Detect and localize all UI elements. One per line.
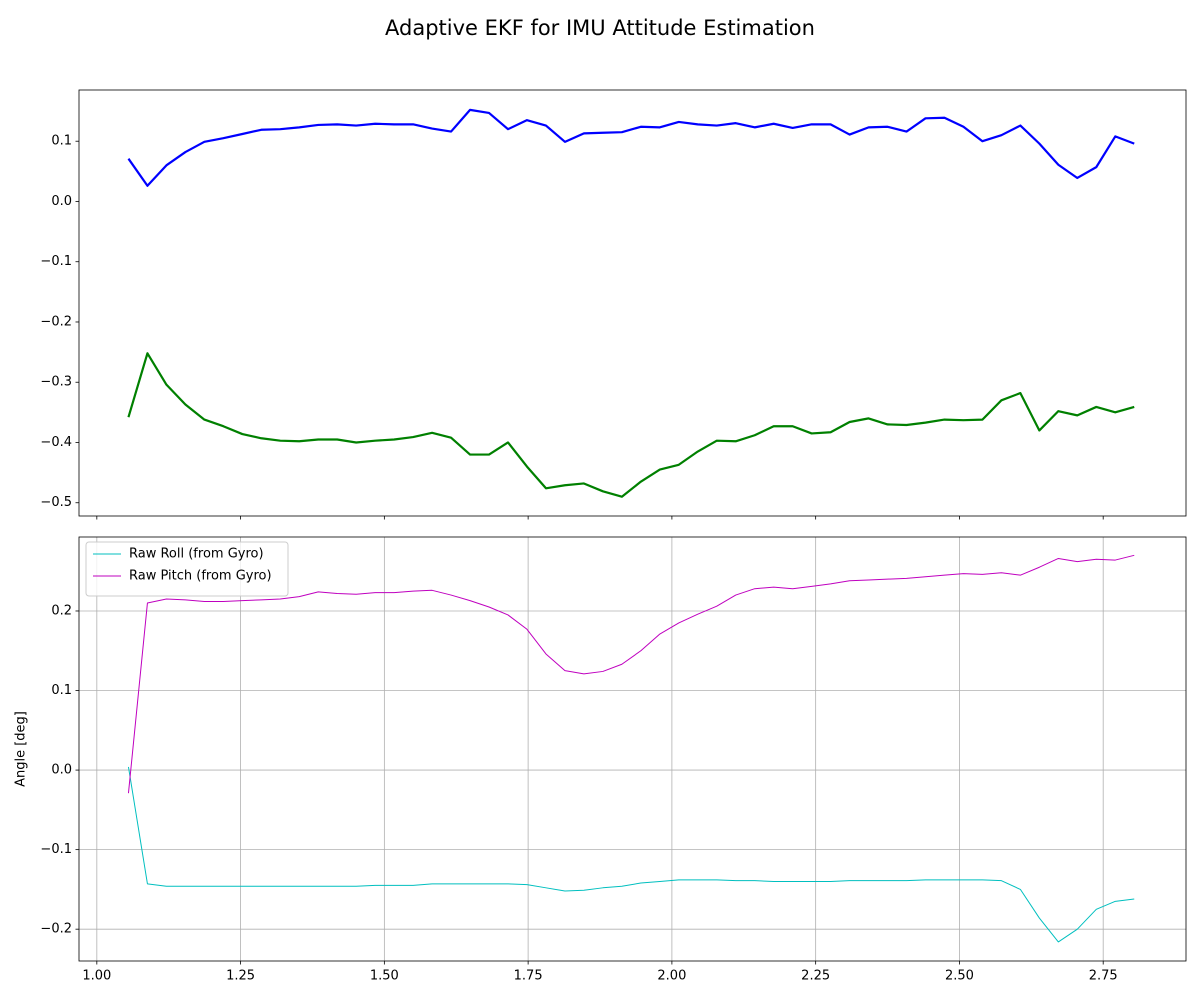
y-tick-label: 0.0: [51, 194, 72, 209]
y-tick-label: 0.1: [51, 134, 72, 149]
y-tick-label: −0.3: [40, 375, 72, 390]
legend-label: Raw Roll (from Gyro): [129, 547, 264, 562]
y-axis-label: Angle [deg]: [14, 711, 29, 787]
x-tick-label: 2.25: [801, 969, 830, 984]
x-tick-label: 1.25: [226, 969, 255, 984]
x-tick-label: 1.00: [82, 969, 111, 984]
data-line: [127, 766, 1135, 943]
y-tick-label: −0.2: [40, 314, 72, 329]
y-tick-label: −0.4: [40, 435, 72, 450]
x-tick-label: 2.50: [945, 969, 974, 984]
y-tick-label: 0.0: [51, 763, 72, 778]
y-tick-label: −0.2: [40, 922, 72, 937]
axes-frame: [78, 89, 1187, 517]
figure-title: Adaptive EKF for IMU Attitude Estimation: [385, 16, 815, 40]
axes: −0.2 −0.1 0.0 0.1 0.2 1.00 1.25 1.50 1.75 2.00 2.2…: [14, 536, 1187, 984]
legend-box: [85, 541, 289, 597]
legend-label: Raw Pitch (from Gyro): [129, 569, 272, 584]
x-tick-label: 1.50: [370, 969, 399, 984]
axes: 0.1 0.0 −0.1 −0.2 −0.3 −0.4 −0.5: [40, 89, 1187, 520]
y-tick-label: 0.2: [51, 603, 72, 618]
y-tick-label: −0.1: [40, 842, 72, 857]
x-tick-label: 2.00: [657, 969, 686, 984]
data-line: [127, 108, 1135, 187]
legend: Raw Roll (from Gyro) Raw Pitch (from Gyro…: [85, 541, 289, 597]
axes-frame: [78, 536, 1187, 962]
x-tick-label: 2.75: [1089, 969, 1118, 984]
y-tick-label: −0.1: [40, 254, 72, 269]
data-line: [127, 352, 1135, 498]
y-tick-label: −0.5: [40, 495, 72, 510]
data-line: [127, 554, 1135, 794]
y-tick-label: 0.1: [51, 683, 72, 698]
x-tick-label: 1.75: [514, 969, 543, 984]
